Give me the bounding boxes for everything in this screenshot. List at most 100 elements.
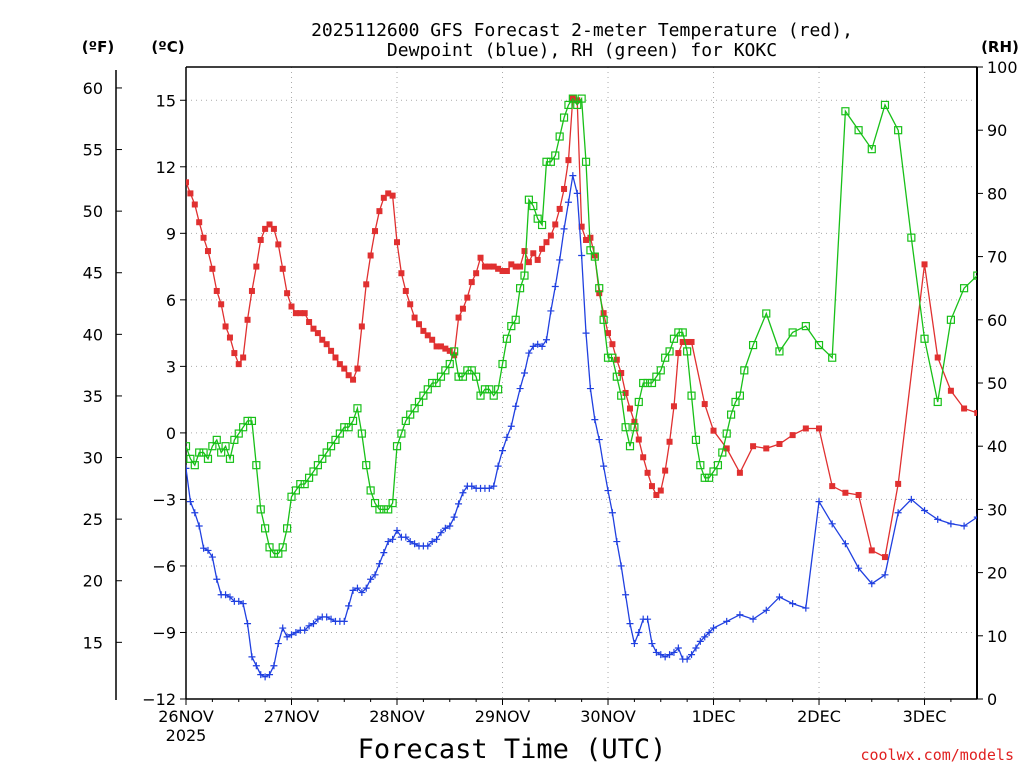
dewpoint-point (468, 482, 476, 490)
dewpoint-point (617, 562, 625, 570)
rh-point (283, 524, 292, 533)
dewpoint-point (608, 509, 616, 517)
rh-point (230, 435, 239, 444)
dewpoint-point (648, 640, 656, 648)
dewpoint-point (907, 495, 915, 503)
temperature-point (776, 440, 783, 447)
temperature-point (473, 270, 480, 277)
temperature-point (521, 248, 528, 255)
temperature-point (829, 483, 836, 490)
rh-point (639, 378, 648, 388)
temperature-point (398, 270, 405, 277)
dewpoint-point (516, 385, 524, 393)
rh-point (718, 448, 727, 457)
rh-point (247, 416, 257, 426)
temperature-point (420, 327, 427, 334)
rh-point (467, 366, 476, 375)
rh-point (401, 416, 410, 426)
f-tick-label: 50 (83, 202, 103, 221)
temperature-point (275, 241, 282, 248)
dewpoint-point (775, 593, 783, 601)
dewpoint-point (362, 584, 370, 592)
temperature-point (490, 263, 497, 270)
x-tick-label: 3DEC (903, 707, 947, 726)
temperature-point (561, 185, 568, 192)
temperature-point (565, 157, 572, 164)
dewpoint-point (270, 662, 278, 670)
temperature-point (947, 387, 954, 394)
temperature-point (802, 425, 809, 432)
dewpoint-point (402, 533, 410, 541)
dewpoint-point (688, 651, 696, 659)
dewpoint-point (666, 651, 674, 659)
temperature-point (583, 236, 590, 243)
dewpoint-point (855, 564, 863, 572)
dewpoint-point (626, 620, 634, 628)
rh-point (313, 461, 322, 470)
x-tick-label: 27NOV (264, 707, 320, 726)
rh-point (269, 549, 279, 558)
rh-point (498, 359, 507, 369)
rh-point (203, 454, 213, 463)
temperature-point (284, 290, 291, 297)
dewpoint-point (815, 498, 823, 506)
temperature-point (306, 319, 313, 326)
temperature-point (187, 190, 194, 197)
temperature-point (248, 287, 255, 294)
temperature-point (301, 310, 308, 317)
dewpoint-point (674, 644, 682, 652)
temperature-point (314, 330, 321, 337)
dewpoint-point (340, 617, 348, 625)
temperature-point (262, 225, 269, 232)
rh-point (331, 435, 340, 444)
rh-point (432, 378, 441, 388)
rh-point (775, 347, 784, 356)
x-tick-label: 30NOV (580, 707, 636, 726)
dewpoint-point (534, 340, 542, 348)
dewpoint-point (547, 307, 555, 315)
rh-point (212, 435, 221, 444)
temperature-point (512, 263, 519, 270)
temperature-point (257, 236, 264, 243)
dewpoint-point (749, 615, 757, 623)
temperature-point (437, 343, 444, 350)
rh-point (291, 486, 300, 495)
rh-point (274, 549, 283, 558)
temperature-point (675, 350, 682, 357)
celsius-unit-label: (ºC) (151, 38, 184, 56)
rh-point (828, 353, 837, 362)
rh-point (683, 347, 692, 356)
temperature-point (609, 341, 616, 348)
temperature-point (679, 338, 686, 345)
dewpoint-point (186, 464, 190, 472)
dewpoint-point (525, 349, 533, 357)
temperature-point (226, 334, 233, 341)
dewpoint-point (288, 631, 296, 639)
rh-tick-label: 90 (987, 121, 1007, 140)
rh-point (520, 271, 529, 280)
temperature-point (354, 365, 361, 372)
dewpoint-point (485, 484, 493, 492)
rh-point (199, 448, 208, 457)
temperature-point (341, 365, 348, 372)
dewpoint-point (345, 602, 353, 610)
rh-point (335, 429, 344, 438)
temperature-series (186, 95, 977, 561)
f-tick-label: 55 (83, 141, 103, 160)
temperature-point (670, 403, 677, 410)
dewpoint-point (200, 544, 208, 552)
dewpoint-point (573, 189, 581, 197)
dewpoint-point (604, 487, 612, 495)
temperature-point (468, 279, 475, 286)
dewpoint-point (841, 540, 849, 548)
rh-point (564, 100, 573, 110)
dewpoint-point (538, 342, 546, 350)
rh-point (551, 151, 560, 160)
dewpoint-point (696, 637, 704, 645)
temperature-point (389, 192, 396, 199)
dewpoint-point (283, 633, 291, 641)
rh-tick-label: 60 (987, 311, 1007, 330)
rh-point (388, 498, 397, 508)
rh-point (300, 480, 309, 489)
dewpoint-point (921, 507, 929, 515)
